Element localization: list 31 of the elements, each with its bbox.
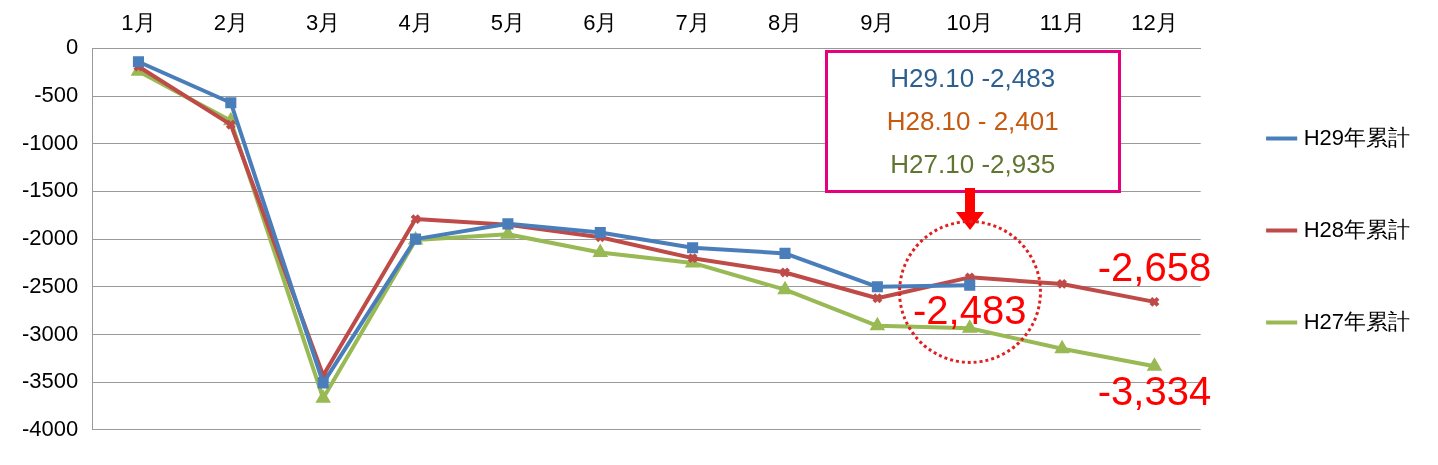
- y-tick-label: -2000: [21, 225, 79, 251]
- y-tick-label: -4000: [21, 415, 79, 441]
- x-tick-label: 10月: [946, 10, 993, 36]
- y-tick-label: -2500: [21, 272, 79, 298]
- y-tick-label: -1500: [21, 177, 79, 203]
- y-tick-label: -500: [34, 82, 79, 108]
- annotation: H29.10 -2,483: [889, 62, 1057, 96]
- legend-label: H29年累計: [1303, 124, 1410, 150]
- annotation: H28.10 - 2,401: [885, 105, 1060, 139]
- x-tick-label: 9月: [860, 10, 895, 36]
- x-tick-label: 1月: [121, 10, 156, 36]
- y-tick-label: 0: [66, 34, 79, 60]
- x-tick-label: 11月: [1039, 10, 1085, 36]
- x-tick-label: 2月: [213, 10, 248, 36]
- y-tick-label: -1000: [21, 129, 79, 155]
- annotation: -2,658: [1097, 244, 1212, 289]
- x-tick-label: 12月: [1131, 10, 1178, 36]
- x-tick-label: 4月: [398, 10, 433, 36]
- legend-label: H27年累計: [1303, 308, 1410, 334]
- annotation: H27.10 -2,935: [889, 148, 1057, 182]
- annotation: -3,334: [1097, 369, 1212, 414]
- x-tick-label: 5月: [490, 10, 526, 36]
- x-tick-label: 7月: [675, 10, 710, 36]
- y-tick-label: -3000: [21, 320, 79, 346]
- annotation: -2,483: [913, 288, 1027, 333]
- x-tick-label: 6月: [583, 10, 618, 36]
- y-tick-label: -3500: [21, 368, 79, 394]
- x-tick-label: 3月: [306, 10, 341, 36]
- x-tick-label: 8月: [767, 10, 803, 36]
- callout-box: H29.10 -2,483 H28.10 - 2,401 H27.10 -2,935: [824, 50, 1121, 194]
- legend-label: H28年累計: [1303, 216, 1410, 242]
